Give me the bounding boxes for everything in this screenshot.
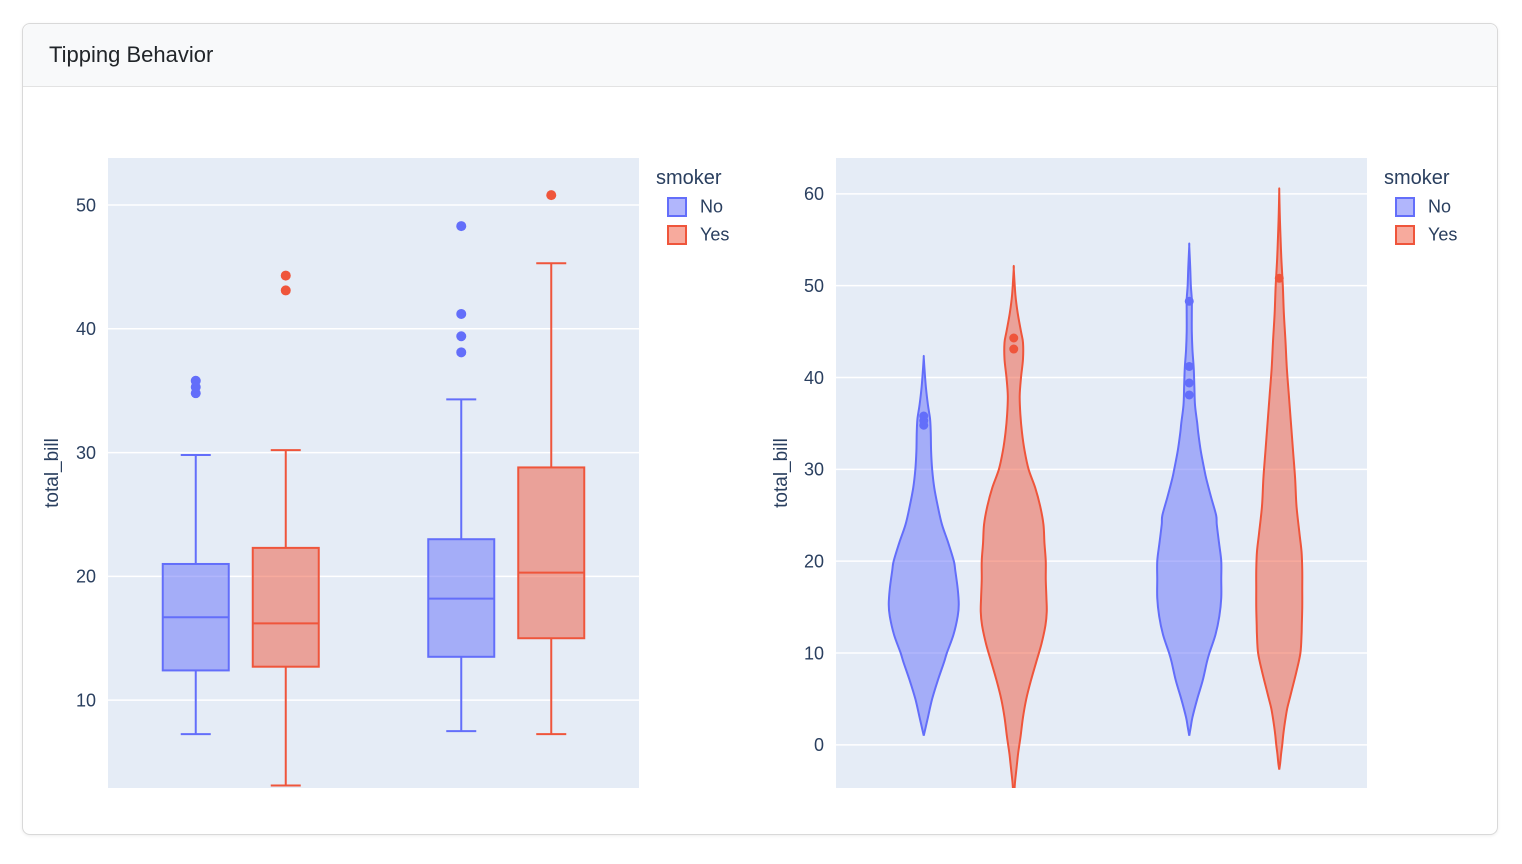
legend-label-no[interactable]: No [1428, 197, 1451, 217]
box-no-group0[interactable] [161, 375, 230, 736]
outlier-point[interactable] [546, 190, 557, 201]
violin-no-group0[interactable] [887, 354, 960, 736]
y-tick-label: 30 [76, 443, 96, 463]
y-tick-label: 50 [76, 195, 96, 215]
legend-swatch-no[interactable] [667, 197, 687, 217]
charts-row: 10 20 30 40 50 total_bill smoker No Yes 0 10 20 30 4… [23, 87, 1497, 837]
traces-group [161, 190, 586, 787]
legend: smoker No Yes [656, 167, 729, 245]
box-plot-figure[interactable]: 10 20 30 40 50 total_bill smoker No Yes [23, 87, 761, 837]
legend-title: smoker [656, 167, 722, 189]
legend-item-yes[interactable]: Yes [667, 225, 729, 245]
violin-point[interactable] [1184, 390, 1194, 400]
box-chart-svg: 10 20 30 40 50 total_bill smoker No Yes [42, 158, 729, 788]
outlier-point[interactable] [280, 285, 291, 296]
violin-point[interactable] [1274, 273, 1284, 283]
violin-point[interactable] [1009, 333, 1019, 343]
y-tick-label: 10 [804, 643, 824, 663]
outlier-point[interactable] [456, 221, 467, 232]
y-tick-label: 40 [76, 319, 96, 339]
legend: smoker No Yes [1384, 167, 1457, 245]
y-axis-title: total_bill [771, 438, 792, 508]
legend-label-yes[interactable]: Yes [700, 225, 729, 245]
violin-plot-figure[interactable]: 0 10 20 30 40 50 60 total_bill smoker No Yes [761, 87, 1499, 837]
violin-point[interactable] [919, 411, 929, 421]
legend-item-no[interactable]: No [1395, 197, 1451, 217]
traces-group [887, 187, 1304, 791]
violin-yes-group1[interactable] [1255, 187, 1304, 770]
outlier-point[interactable] [280, 270, 291, 281]
legend-title: smoker [1384, 167, 1450, 189]
violin-point[interactable] [1184, 296, 1194, 306]
y-tick-label: 0 [814, 735, 824, 755]
box-yes-group1[interactable] [517, 190, 586, 736]
legend-label-yes[interactable]: Yes [1428, 225, 1457, 245]
page-title: Tipping Behavior [49, 42, 214, 67]
legend-swatch-no[interactable] [1395, 197, 1415, 217]
violin-point[interactable] [1184, 378, 1194, 388]
card-header: Tipping Behavior [23, 24, 1497, 87]
violin-no-group1[interactable] [1156, 242, 1223, 736]
chart-card: Tipping Behavior 10 20 30 40 50 total_bill smo… [22, 23, 1498, 835]
outlier-point[interactable] [190, 375, 201, 386]
legend-item-no[interactable]: No [667, 197, 723, 217]
y-axis-title: total_bill [42, 438, 63, 508]
outlier-point[interactable] [456, 308, 467, 319]
outlier-point[interactable] [456, 347, 467, 358]
y-tick-label: 60 [804, 184, 824, 204]
y-tick-label: 20 [804, 551, 824, 571]
y-tick-label: 20 [76, 567, 96, 587]
legend-label-no[interactable]: No [700, 197, 723, 217]
outlier-point[interactable] [456, 331, 467, 342]
legend-item-yes[interactable]: Yes [1395, 225, 1457, 245]
box-yes-group0[interactable] [251, 270, 320, 787]
violin-point[interactable] [1009, 344, 1019, 354]
box-no-group1[interactable] [427, 221, 496, 733]
legend-swatch-yes[interactable] [1395, 225, 1415, 245]
y-tick-label: 10 [76, 690, 96, 710]
y-tick-label: 40 [804, 368, 824, 388]
violin-yes-group0[interactable] [979, 264, 1048, 791]
y-tick-label: 30 [804, 460, 824, 480]
y-tick-label: 50 [804, 276, 824, 296]
legend-swatch-yes[interactable] [667, 225, 687, 245]
violin-point[interactable] [1184, 361, 1194, 371]
violin-chart-svg: 0 10 20 30 40 50 60 total_bill smoker No Yes [771, 158, 1457, 791]
